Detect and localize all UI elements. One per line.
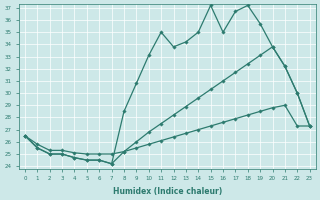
- X-axis label: Humidex (Indice chaleur): Humidex (Indice chaleur): [113, 187, 222, 196]
